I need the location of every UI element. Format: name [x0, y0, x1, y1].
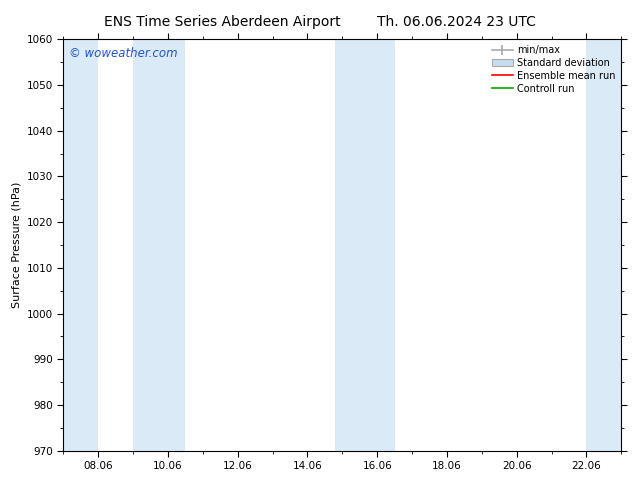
- Legend: min/max, Standard deviation, Ensemble mean run, Controll run: min/max, Standard deviation, Ensemble me…: [488, 41, 619, 98]
- Bar: [586, 39, 621, 451]
- Bar: [133, 39, 185, 451]
- Y-axis label: Surface Pressure (hPa): Surface Pressure (hPa): [11, 182, 21, 308]
- Bar: [335, 39, 394, 451]
- Bar: [63, 39, 98, 451]
- Text: Th. 06.06.2024 23 UTC: Th. 06.06.2024 23 UTC: [377, 15, 536, 29]
- Text: ENS Time Series Aberdeen Airport: ENS Time Series Aberdeen Airport: [103, 15, 340, 29]
- Text: © woweather.com: © woweather.com: [69, 48, 178, 60]
